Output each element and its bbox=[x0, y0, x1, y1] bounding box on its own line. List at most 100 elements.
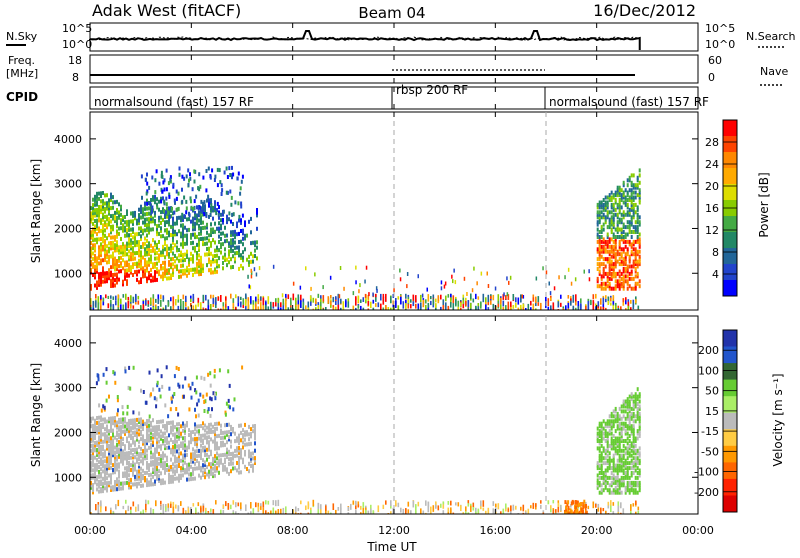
data-cell bbox=[190, 435, 192, 440]
data-cell bbox=[200, 266, 202, 271]
data-cell bbox=[485, 510, 487, 514]
data-cell bbox=[192, 222, 194, 226]
data-cell bbox=[620, 271, 623, 276]
data-cell bbox=[232, 230, 234, 235]
data-cell bbox=[104, 417, 106, 422]
data-cell bbox=[347, 512, 350, 514]
data-cell bbox=[204, 209, 206, 214]
data-cell bbox=[156, 442, 158, 447]
data-cell bbox=[216, 261, 218, 266]
data-cell bbox=[614, 227, 617, 232]
data-cell bbox=[628, 264, 631, 269]
data-cell bbox=[250, 427, 252, 432]
data-cell bbox=[235, 511, 237, 514]
data-cell bbox=[235, 307, 237, 310]
data-cell bbox=[407, 299, 410, 304]
data-cell bbox=[100, 415, 102, 420]
data-cell bbox=[200, 436, 202, 441]
data-cell bbox=[160, 478, 162, 483]
data-cell bbox=[630, 426, 633, 431]
data-cell bbox=[626, 225, 629, 230]
data-cell bbox=[267, 306, 270, 310]
data-cell bbox=[146, 279, 148, 284]
data-cell bbox=[150, 435, 152, 440]
data-cell bbox=[437, 295, 440, 301]
data-cell bbox=[226, 432, 228, 437]
data-cell bbox=[118, 449, 120, 454]
data-cell bbox=[186, 423, 188, 428]
data-cell bbox=[600, 262, 603, 267]
data-cell bbox=[222, 462, 224, 467]
data-cell bbox=[338, 294, 341, 299]
data-cell bbox=[596, 222, 599, 227]
data-cell bbox=[535, 308, 537, 310]
data-cell bbox=[146, 438, 148, 443]
data-cell bbox=[136, 251, 138, 255]
data-cell bbox=[110, 198, 112, 202]
data-cell bbox=[598, 257, 601, 262]
colorbar-tick-label: -50 bbox=[701, 445, 719, 458]
data-cell bbox=[204, 448, 206, 453]
data-cell bbox=[142, 242, 144, 247]
noise-left-tick-top: 10^5 bbox=[62, 22, 92, 35]
data-cell bbox=[120, 261, 122, 266]
data-cell bbox=[415, 303, 417, 309]
data-cell bbox=[602, 244, 605, 249]
data-cell bbox=[188, 462, 190, 467]
data-cell bbox=[120, 449, 122, 454]
data-cell bbox=[200, 263, 202, 268]
data-cell bbox=[198, 226, 200, 231]
data-cell bbox=[617, 501, 620, 508]
data-cell bbox=[638, 451, 641, 456]
data-cell bbox=[94, 423, 96, 428]
data-cell bbox=[162, 247, 164, 252]
data-cell bbox=[152, 435, 154, 440]
data-cell bbox=[624, 279, 627, 284]
data-cell bbox=[114, 480, 116, 484]
data-cell bbox=[182, 443, 184, 448]
data-cell bbox=[616, 480, 619, 485]
data-cell bbox=[114, 467, 116, 472]
data-cell bbox=[132, 418, 134, 423]
data-cell bbox=[170, 399, 173, 404]
data-cell bbox=[447, 305, 450, 310]
data-cell bbox=[417, 307, 420, 310]
data-cell bbox=[182, 465, 184, 470]
data-cell bbox=[632, 402, 635, 406]
data-cell bbox=[595, 306, 597, 310]
data-cell bbox=[626, 468, 629, 473]
data-cell bbox=[634, 210, 637, 215]
data-cell bbox=[142, 255, 144, 260]
data-cell bbox=[184, 436, 186, 440]
data-cell bbox=[634, 183, 637, 188]
data-cell bbox=[370, 508, 372, 512]
data-cell bbox=[212, 256, 214, 261]
data-cell bbox=[598, 456, 601, 461]
data-cell bbox=[146, 244, 148, 249]
data-cell bbox=[612, 249, 615, 254]
data-cell bbox=[610, 458, 613, 463]
data-cell bbox=[612, 205, 615, 210]
cpid-segment-1: normalsound (fast) 157 RF bbox=[94, 95, 254, 109]
data-cell bbox=[628, 483, 631, 488]
data-cell bbox=[638, 424, 641, 429]
data-cell bbox=[628, 225, 631, 230]
data-cell bbox=[90, 284, 92, 288]
data-cell bbox=[500, 297, 502, 305]
data-cell bbox=[178, 431, 180, 436]
data-cell bbox=[622, 230, 625, 234]
data-cell bbox=[256, 226, 258, 231]
data-cell bbox=[155, 404, 158, 409]
data-cell bbox=[620, 421, 623, 426]
data-cell bbox=[620, 456, 623, 461]
data-cell bbox=[90, 439, 92, 443]
data-cell bbox=[632, 198, 635, 202]
data-cell bbox=[152, 452, 154, 457]
data-cell bbox=[108, 198, 110, 203]
data-cell bbox=[116, 482, 118, 487]
data-cell bbox=[100, 427, 102, 432]
data-cell bbox=[632, 183, 635, 188]
data-cell bbox=[606, 205, 609, 210]
data-cell bbox=[178, 461, 180, 466]
